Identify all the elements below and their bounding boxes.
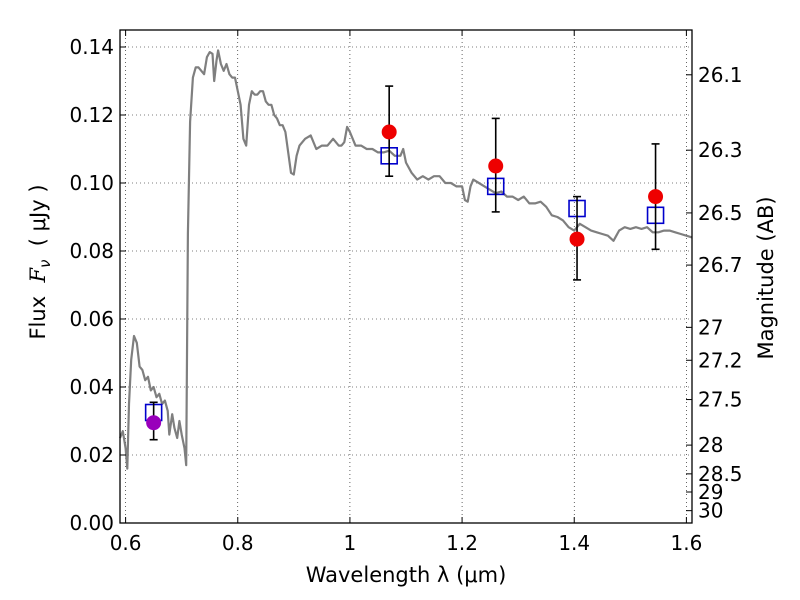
x-axis-label: Wavelength λ (μm) — [306, 563, 507, 587]
y2-tick-label: 28 — [698, 433, 723, 457]
data-point — [569, 231, 585, 247]
y2-tick-label: 30 — [698, 499, 723, 523]
y2-tick-label: 27 — [698, 315, 723, 339]
x-axis: 0.6 0.8 1 1.2 1.4 1.6 — [110, 30, 702, 555]
y-axis-label-symbol: F — [26, 267, 50, 284]
y2-tick-label: 27.5 — [698, 388, 743, 412]
y2-axis-label: Magnitude (AB) — [754, 196, 778, 359]
data-point — [381, 124, 397, 140]
y-tick-label: 0.04 — [69, 375, 114, 399]
y-tick-label: 0.10 — [69, 171, 114, 195]
data-point — [146, 415, 162, 431]
y-tick-label: 0.12 — [69, 103, 114, 127]
y2-tick-label: 27.2 — [698, 348, 743, 372]
plot-area — [118, 49, 693, 470]
y-tick-label: 0.02 — [69, 443, 114, 467]
data-point — [648, 189, 664, 205]
y-axis-label-suffix: ( μJy ) — [26, 184, 50, 259]
spectrum-line — [118, 49, 693, 470]
grid — [120, 30, 692, 524]
plot-frame — [119, 29, 693, 524]
y-tick-label: 0.06 — [69, 307, 114, 331]
y-tick-label: 0.00 — [69, 511, 114, 535]
y-axis-label-prefix: Flux — [26, 283, 50, 340]
y-tick-label: 0.08 — [69, 239, 114, 263]
y2-tick-label: 26.7 — [698, 253, 743, 277]
x-tick-label: 1.2 — [446, 531, 478, 555]
y2-tick-label: 28.5 — [698, 462, 743, 486]
x-tick-label: 1 — [344, 531, 357, 555]
y-axis-label: Flux Fν ( μJy ) — [26, 184, 54, 339]
x-tick-label: 1.4 — [558, 531, 590, 555]
data-point — [488, 158, 504, 174]
y-tick-label: 0.14 — [69, 35, 114, 59]
y2-tick-label: 26.3 — [698, 138, 743, 162]
y2-tick-label: 29 — [698, 480, 723, 504]
x-tick-label: 1.6 — [670, 531, 702, 555]
y2-tick-label: 26.5 — [698, 201, 743, 225]
x-tick-label: 0.6 — [110, 531, 142, 555]
y2-tick-label: 26.1 — [698, 63, 743, 87]
y-axis: 0.00 0.02 0.04 0.06 0.08 0.10 0.12 0.14 — [69, 35, 126, 535]
y-axis-label-subscript: ν — [36, 260, 54, 268]
x-tick-label: 0.8 — [222, 531, 254, 555]
